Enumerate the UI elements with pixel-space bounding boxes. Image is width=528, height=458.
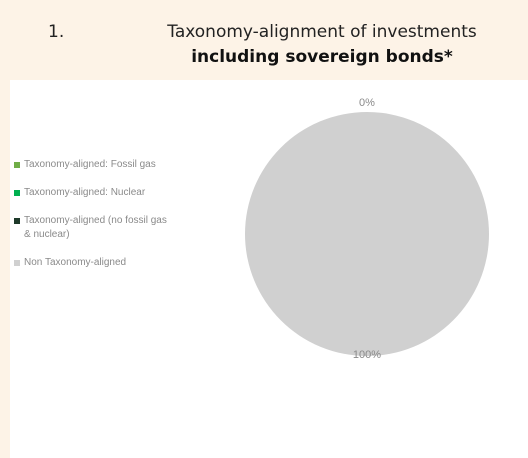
legend-swatch <box>14 260 20 266</box>
heading-subtitle: including sovereign bonds* <box>191 47 453 67</box>
legend-label: Taxonomy-aligned: Fossil gas <box>24 159 156 170</box>
legend-label: Non Taxonomy-aligned <box>24 257 127 268</box>
legend-swatch <box>14 218 20 224</box>
legend-swatch <box>14 162 20 168</box>
legend-item-fossil-gas: Taxonomy-aligned: Fossil gas <box>14 158 214 172</box>
legend-label: Taxonomy-aligned: Nuclear <box>24 187 146 198</box>
chart-heading: 1. Taxonomy-alignment of investments inc… <box>0 0 528 80</box>
legend-item-non-aligned: Non Taxonomy-aligned <box>14 256 214 270</box>
legend-label: Taxonomy-aligned (no fossil gas & nuclea… <box>24 215 167 240</box>
legend-item-nuclear: Taxonomy-aligned: Nuclear <box>14 186 214 200</box>
legend-item-other-aligned: Taxonomy-aligned (no fossil gas & nuclea… <box>14 214 214 242</box>
heading-number: 1. <box>48 22 65 42</box>
pie-slice-non-taxonomy-aligned <box>245 112 489 356</box>
data-label-hundred: 100% <box>353 349 381 361</box>
heading-title: Taxonomy-alignment of investments <box>167 22 477 42</box>
data-label-zero: 0% <box>359 97 375 109</box>
legend-swatch <box>14 190 20 196</box>
chart-legend: Taxonomy-aligned: Fossil gas Taxonomy-al… <box>14 158 214 284</box>
